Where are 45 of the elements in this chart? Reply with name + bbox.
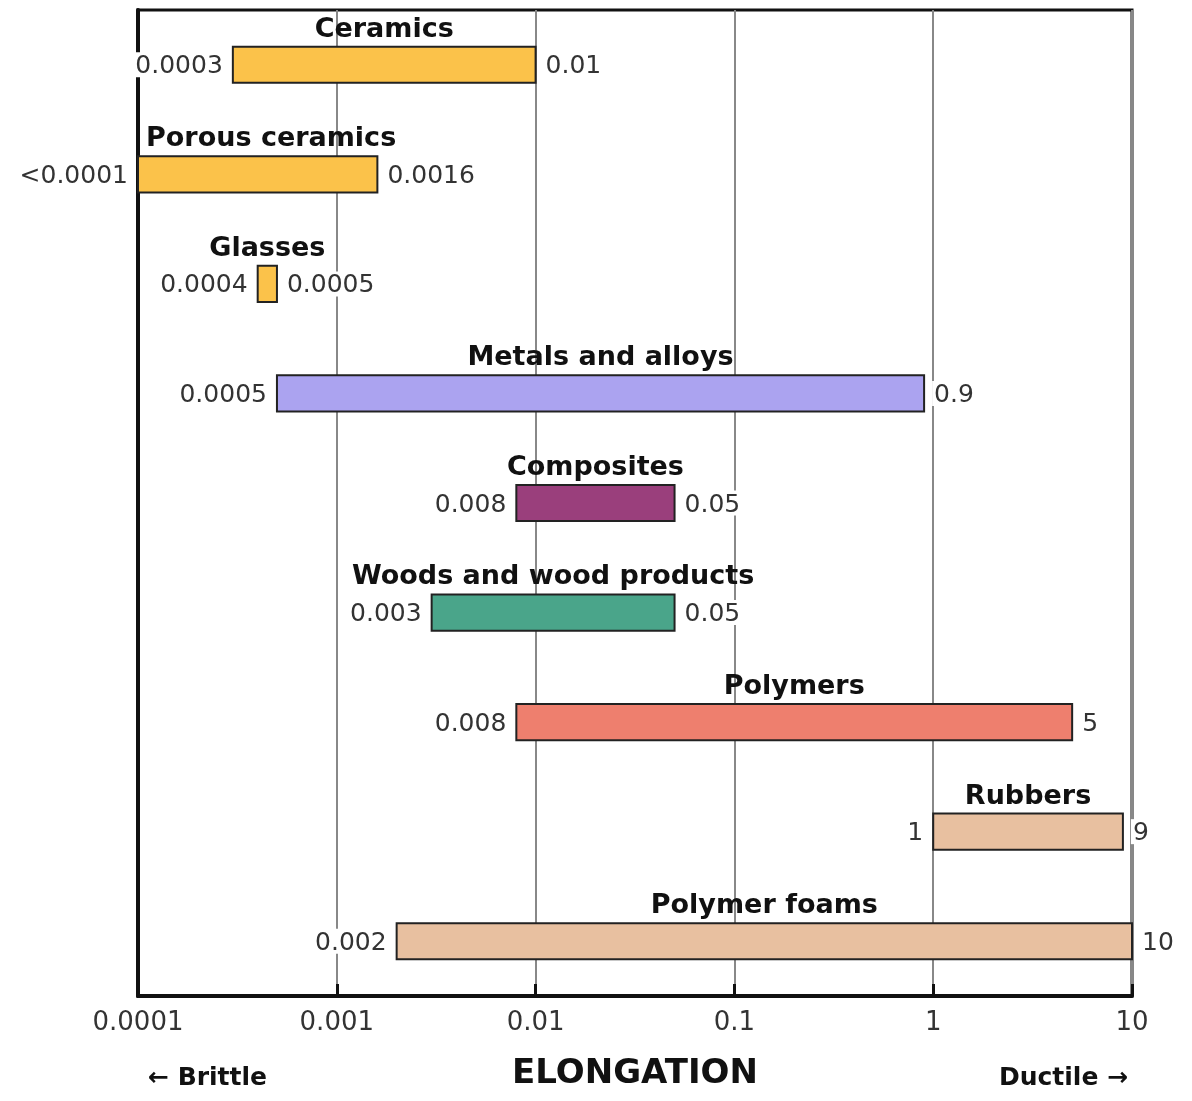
x-tick-label: 0.01 — [506, 1006, 565, 1036]
annotation: 0.01 — [545, 50, 602, 80]
bar — [256, 264, 278, 303]
y-tick-label: Woods and wood products — [351, 559, 755, 591]
y-tick-label: Glasses — [209, 230, 326, 262]
x-tick-label: 10 — [1115, 1006, 1149, 1036]
annotation: 1 — [907, 817, 924, 847]
annotation: 0.0004 — [160, 269, 248, 299]
annotation: 0.05 — [684, 488, 741, 518]
y-tick-label: Metals and alloys — [467, 340, 734, 372]
y-tick-label: Rubbers — [964, 778, 1092, 810]
bar — [515, 483, 676, 523]
y-tick-label: Ceramics — [314, 11, 454, 43]
bar — [430, 593, 676, 632]
x-tick-label: 0.0001 — [92, 1006, 184, 1036]
annotation: 9 — [1132, 817, 1149, 847]
annotation: 5 — [1082, 707, 1099, 737]
annotation: 0.0016 — [387, 159, 475, 189]
bar — [275, 374, 926, 413]
bar — [515, 703, 1074, 742]
annotation: 0.05 — [684, 598, 741, 628]
annotation: <0.0001 — [19, 159, 128, 189]
annotation: 0.003 — [350, 598, 422, 628]
x-axis-title: ELONGATION — [512, 1051, 758, 1091]
text: ← Brittle — [148, 1062, 268, 1091]
bar — [231, 45, 537, 84]
x-tick-label: 1 — [924, 1006, 942, 1036]
text: Ductile → — [998, 1062, 1129, 1091]
y-tick-label: Polymers — [723, 669, 865, 701]
annotation: 0.0005 — [286, 269, 375, 299]
bar — [932, 812, 1124, 851]
annotation: 10 — [1142, 926, 1174, 956]
annotation: 0.002 — [315, 926, 387, 956]
annotation: 0.0003 — [135, 50, 223, 80]
x-tick-label: 0.001 — [299, 1006, 375, 1036]
bar — [395, 922, 1133, 961]
annotation: 0.0005 — [179, 378, 267, 408]
bar — [137, 155, 379, 194]
y-tick-label: Composites — [506, 449, 684, 481]
annotation: 0.008 — [434, 707, 507, 737]
y-tick-label: Polymer foams — [650, 888, 878, 920]
annotation: 0.9 — [934, 378, 974, 408]
y-tick-label: Porous ceramics — [146, 121, 397, 153]
annotation: 0.008 — [434, 488, 507, 518]
x-tick-label: 0.1 — [713, 1006, 756, 1036]
